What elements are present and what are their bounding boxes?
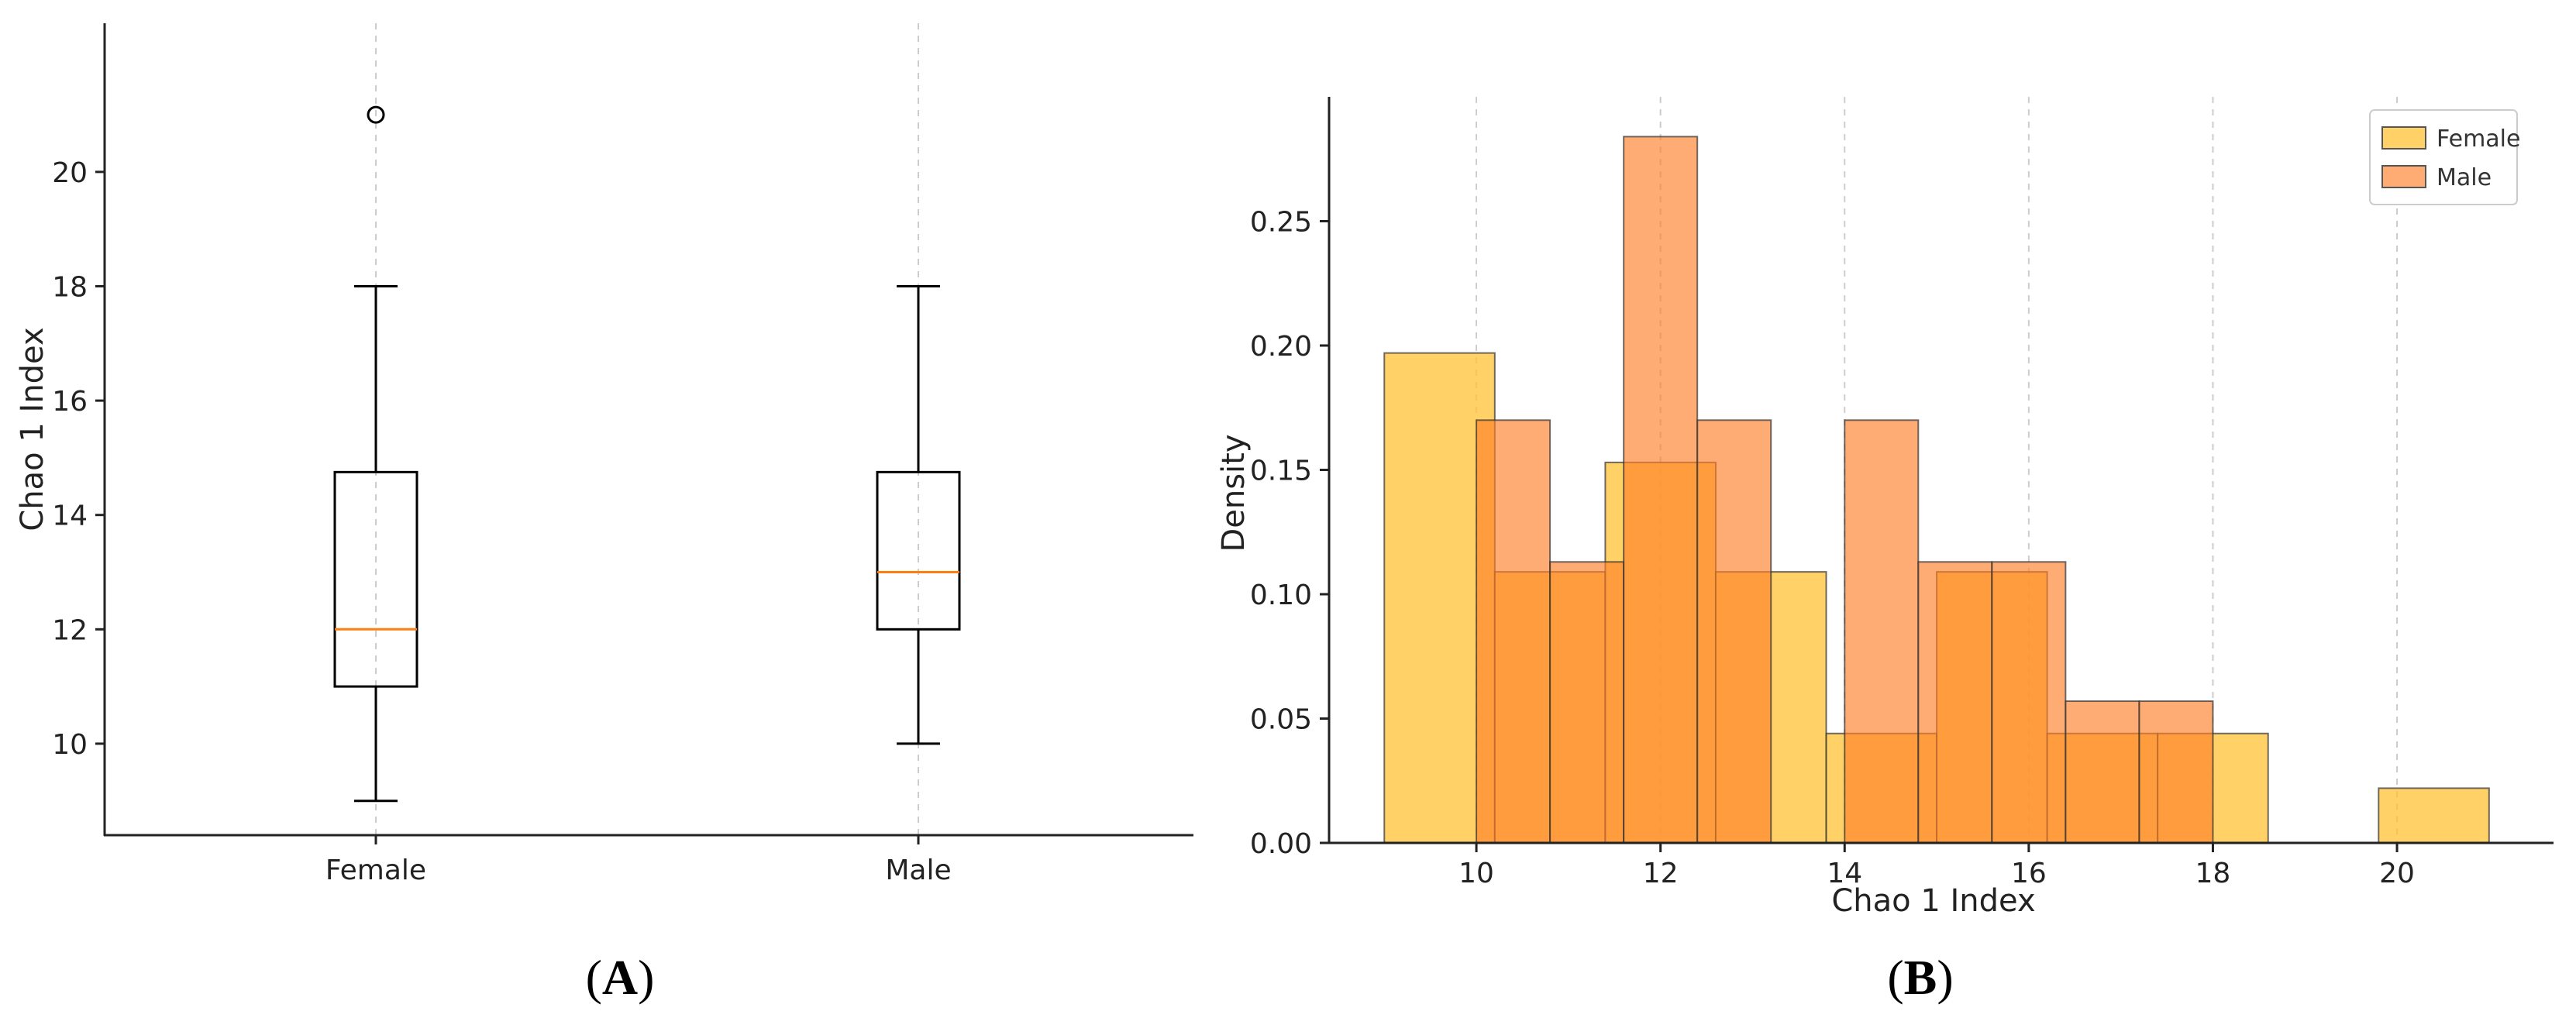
boxplot-boxes xyxy=(333,105,961,803)
x-tick-label-18: 18 xyxy=(2195,858,2231,889)
y-tick-label-20: 20 xyxy=(52,157,88,189)
histogram-y-axis-label: Density xyxy=(1216,434,1252,552)
y-tick-label-0.00: 0.00 xyxy=(1250,828,1312,860)
histogram-x-ticks: 10 12 14 16 18 20 xyxy=(1458,843,2415,889)
boxplot-y-axis-label: Chao 1 Index xyxy=(15,327,50,531)
y-tick-label-0.20: 0.20 xyxy=(1250,331,1312,363)
histogram-panel: 0.00 0.05 0.10 0.15 0.20 0.25 10 12 14 16 18 20 De… xyxy=(1216,97,2554,1005)
x-tick-label-male: Male xyxy=(885,855,951,886)
panel-label-a-open: ( xyxy=(586,950,602,1005)
bar-male-1 xyxy=(1549,561,1625,844)
x-tick-label-female: Female xyxy=(325,855,426,886)
histogram-legend: Female Male xyxy=(2369,109,2520,205)
panel-label-b-open: ( xyxy=(1887,950,1903,1005)
histogram-y-ticks: 0.00 0.05 0.10 0.15 0.20 0.25 xyxy=(1250,207,1329,860)
bar-male-2 xyxy=(1623,136,1699,844)
x-tick-label-20: 20 xyxy=(2379,858,2415,889)
boxplot-x-ticks: Female Male xyxy=(325,835,952,886)
y-tick-label-12: 12 xyxy=(52,614,88,646)
bar-male-7 xyxy=(1991,561,2067,844)
panel-label-a-letter: A xyxy=(602,950,638,1005)
bar-male-6 xyxy=(1917,561,1993,844)
y-tick-label-14: 14 xyxy=(52,500,88,532)
bar-male-3 xyxy=(1696,419,1772,844)
panel-label-b-letter: B xyxy=(1904,950,1937,1005)
histogram-x-axis-label: Chao 1 Index xyxy=(1831,883,2035,919)
bar-male-9 xyxy=(2138,700,2214,844)
y-tick-label-0.10: 0.10 xyxy=(1250,580,1312,611)
legend-swatch-female xyxy=(2381,126,2426,150)
panel-label-a: (A) xyxy=(586,950,655,1005)
legend-label-male: Male xyxy=(2437,164,2492,191)
y-tick-label-18: 18 xyxy=(52,271,88,303)
histogram-bars xyxy=(1383,136,2490,844)
x-tick-label-14: 14 xyxy=(1827,858,1862,889)
boxplot-y-ticks: 10 12 14 16 18 20 xyxy=(52,157,105,761)
x-tick-label-10: 10 xyxy=(1458,858,1494,889)
bar-male-5 xyxy=(1844,419,1920,844)
legend-swatch-male xyxy=(2381,165,2426,188)
panel-label-b-close: ) xyxy=(1937,950,1953,1005)
bar-male-0 xyxy=(1476,419,1551,844)
boxplot-axes xyxy=(103,23,1193,837)
legend-label-female: Female xyxy=(2437,126,2520,153)
boxplot-panel: 10 12 14 16 18 20 Female Male Chao 1 Index (A) xyxy=(15,23,1193,1005)
y-tick-label-16: 16 xyxy=(52,386,88,418)
y-tick-label-0.05: 0.05 xyxy=(1250,704,1312,736)
y-tick-label-10: 10 xyxy=(52,729,88,761)
bar-male-8 xyxy=(2065,700,2140,844)
y-tick-label-0.15: 0.15 xyxy=(1250,456,1312,487)
bar-female-9 xyxy=(2378,787,2490,844)
x-tick-label-12: 12 xyxy=(1643,858,1679,889)
box-female xyxy=(333,470,418,688)
y-tick-label-0.25: 0.25 xyxy=(1250,207,1312,239)
boxplot-grid xyxy=(375,23,919,835)
outlier-female-0 xyxy=(367,105,385,124)
panel-label-b: (B) xyxy=(1887,950,1953,1005)
x-tick-label-16: 16 xyxy=(2011,858,2047,889)
box-male xyxy=(876,470,961,631)
panel-label-a-close: ) xyxy=(638,950,654,1005)
